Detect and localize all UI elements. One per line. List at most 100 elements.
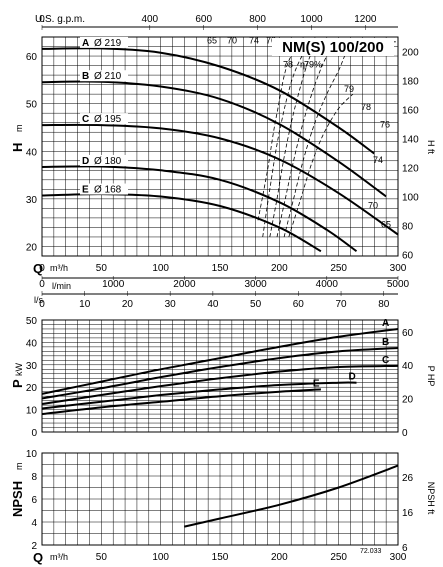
head-curve-diameter-B: Ø 210 (94, 71, 122, 82)
reference-code: 72.033 (360, 548, 382, 555)
power-curve-label-D: D (348, 372, 355, 383)
ls-tick: 20 (122, 299, 134, 310)
usgpm-tick: 400 (141, 14, 158, 25)
q-tick-npsh: 50 (96, 552, 108, 563)
head-label-bg (80, 113, 128, 125)
efficiency-label: 76 (266, 36, 276, 46)
ls-tick: 50 (250, 299, 262, 310)
usgpm-tick: 600 (195, 14, 212, 25)
power-y-tick: 0 (31, 428, 37, 439)
npsh-grid (41, 452, 399, 546)
ls-tick: 10 (79, 299, 91, 310)
power-curve-C (41, 364, 399, 405)
head-curve-A (41, 47, 375, 155)
usgpm-tick: 0 (39, 14, 45, 25)
efficiency-label: 74 (373, 155, 383, 165)
power-hp-tick: 40 (402, 361, 414, 372)
q-unit-npsh: m³/h (50, 552, 68, 562)
efficiency-label: 65 (207, 36, 217, 46)
head-curve-C (41, 123, 399, 236)
head-curve-label-E: E (82, 185, 89, 196)
efficiency-label: 76 (380, 119, 390, 129)
head-curve-diameter-C: Ø 195 (94, 114, 122, 125)
lmin-tick: 1000 (102, 279, 125, 290)
head-y-tick: 30 (26, 195, 38, 206)
npsh-axis-unit: m (14, 463, 24, 471)
head-label-bg (80, 183, 128, 195)
efficiency-label: 74 (249, 36, 259, 46)
ls-tick: 0 (39, 299, 45, 310)
efficiency-label: 70 (368, 200, 378, 210)
power-y-tick: 50 (26, 316, 38, 327)
head-y-tick: 50 (26, 100, 38, 111)
head-ft-tick: 100 (402, 193, 419, 204)
usgpm-tick: 1000 (300, 14, 323, 25)
head-curve-diameter-E: Ø 168 (94, 185, 122, 196)
title-box (272, 38, 394, 56)
efficiency-curve-74 (269, 40, 345, 238)
head-ft-tick: 60 (402, 251, 414, 262)
npsh-y-tick: 8 (31, 472, 37, 483)
efficiency-curve-65 (257, 40, 398, 221)
power-hp-tick: 60 (402, 328, 414, 339)
q-tick-npsh: 150 (212, 552, 229, 563)
q-tick-head: 200 (271, 263, 288, 274)
ls-tick: 80 (378, 299, 390, 310)
power-hp-tick: 0 (402, 428, 408, 439)
npsh-y-tick: 4 (31, 518, 37, 529)
head-axis-unit: m (14, 125, 24, 133)
ls-tick: 40 (207, 299, 219, 310)
power-curve-label-A: A (382, 318, 389, 329)
head-ft-tick: 180 (402, 76, 419, 87)
npsh-y-tick: 10 (26, 449, 38, 460)
power-y-tick: 20 (26, 383, 38, 394)
npsh-grid-frame (41, 452, 399, 546)
head-ft-tick: 80 (402, 222, 414, 233)
efficiency-symbol: η (300, 59, 305, 69)
lmin-tick: 0 (39, 279, 45, 290)
head-label-bg (80, 154, 128, 166)
q-unit-head: m³/h (50, 263, 68, 273)
head-label-bg (80, 70, 128, 82)
npsh-axis-symbol: NPSH (10, 481, 25, 517)
power-grid-frame (41, 319, 399, 433)
usgpm-tick: 800 (249, 14, 266, 25)
power-curve-A (41, 328, 399, 395)
head-curve-diameter-D: Ø 180 (94, 156, 122, 167)
lmin-tick: 2000 (173, 279, 196, 290)
efficiency-curve-79% (288, 93, 354, 238)
q-tick-npsh: 100 (152, 552, 169, 563)
plot-frames (41, 36, 399, 546)
q-tick-head: 250 (330, 263, 347, 274)
q-tick-npsh: 300 (390, 552, 407, 563)
head-curve-label-C: C (82, 114, 89, 125)
efficiency-label: 79% (304, 59, 322, 69)
head-curve-label-B: B (82, 71, 89, 82)
npsh-ft-tick: 26 (402, 473, 414, 484)
npsh-curve (184, 464, 399, 528)
power-axis-symbol: P (10, 379, 25, 388)
power-curve-label-C: C (382, 355, 389, 366)
npsh-ft-axis-label: NPSH ft (426, 482, 436, 515)
lmin-tick: 3000 (244, 279, 267, 290)
power-curve-E (41, 388, 321, 416)
q-symbol-npsh: Q (33, 550, 43, 565)
usgpm-label: U.S. g.p.m. (35, 14, 85, 25)
head-ft-tick: 200 (402, 47, 419, 58)
lmin-tick: 4000 (316, 279, 339, 290)
power-curve-label-B: B (382, 337, 389, 348)
head-curve-B (41, 80, 387, 198)
power-axis-unit: kW (14, 363, 24, 377)
npsh-y-tick: 6 (31, 495, 37, 506)
head-axis-symbol: H (10, 143, 25, 152)
ls-label: l/s (34, 295, 44, 305)
q-tick-head: 0 (39, 263, 45, 274)
q-tick-head: 50 (96, 263, 108, 274)
ls-tick: 60 (293, 299, 305, 310)
power-grid (41, 319, 399, 433)
power-hp-axis-label: P HP (426, 366, 436, 387)
efficiency-curve-78 (283, 41, 351, 238)
